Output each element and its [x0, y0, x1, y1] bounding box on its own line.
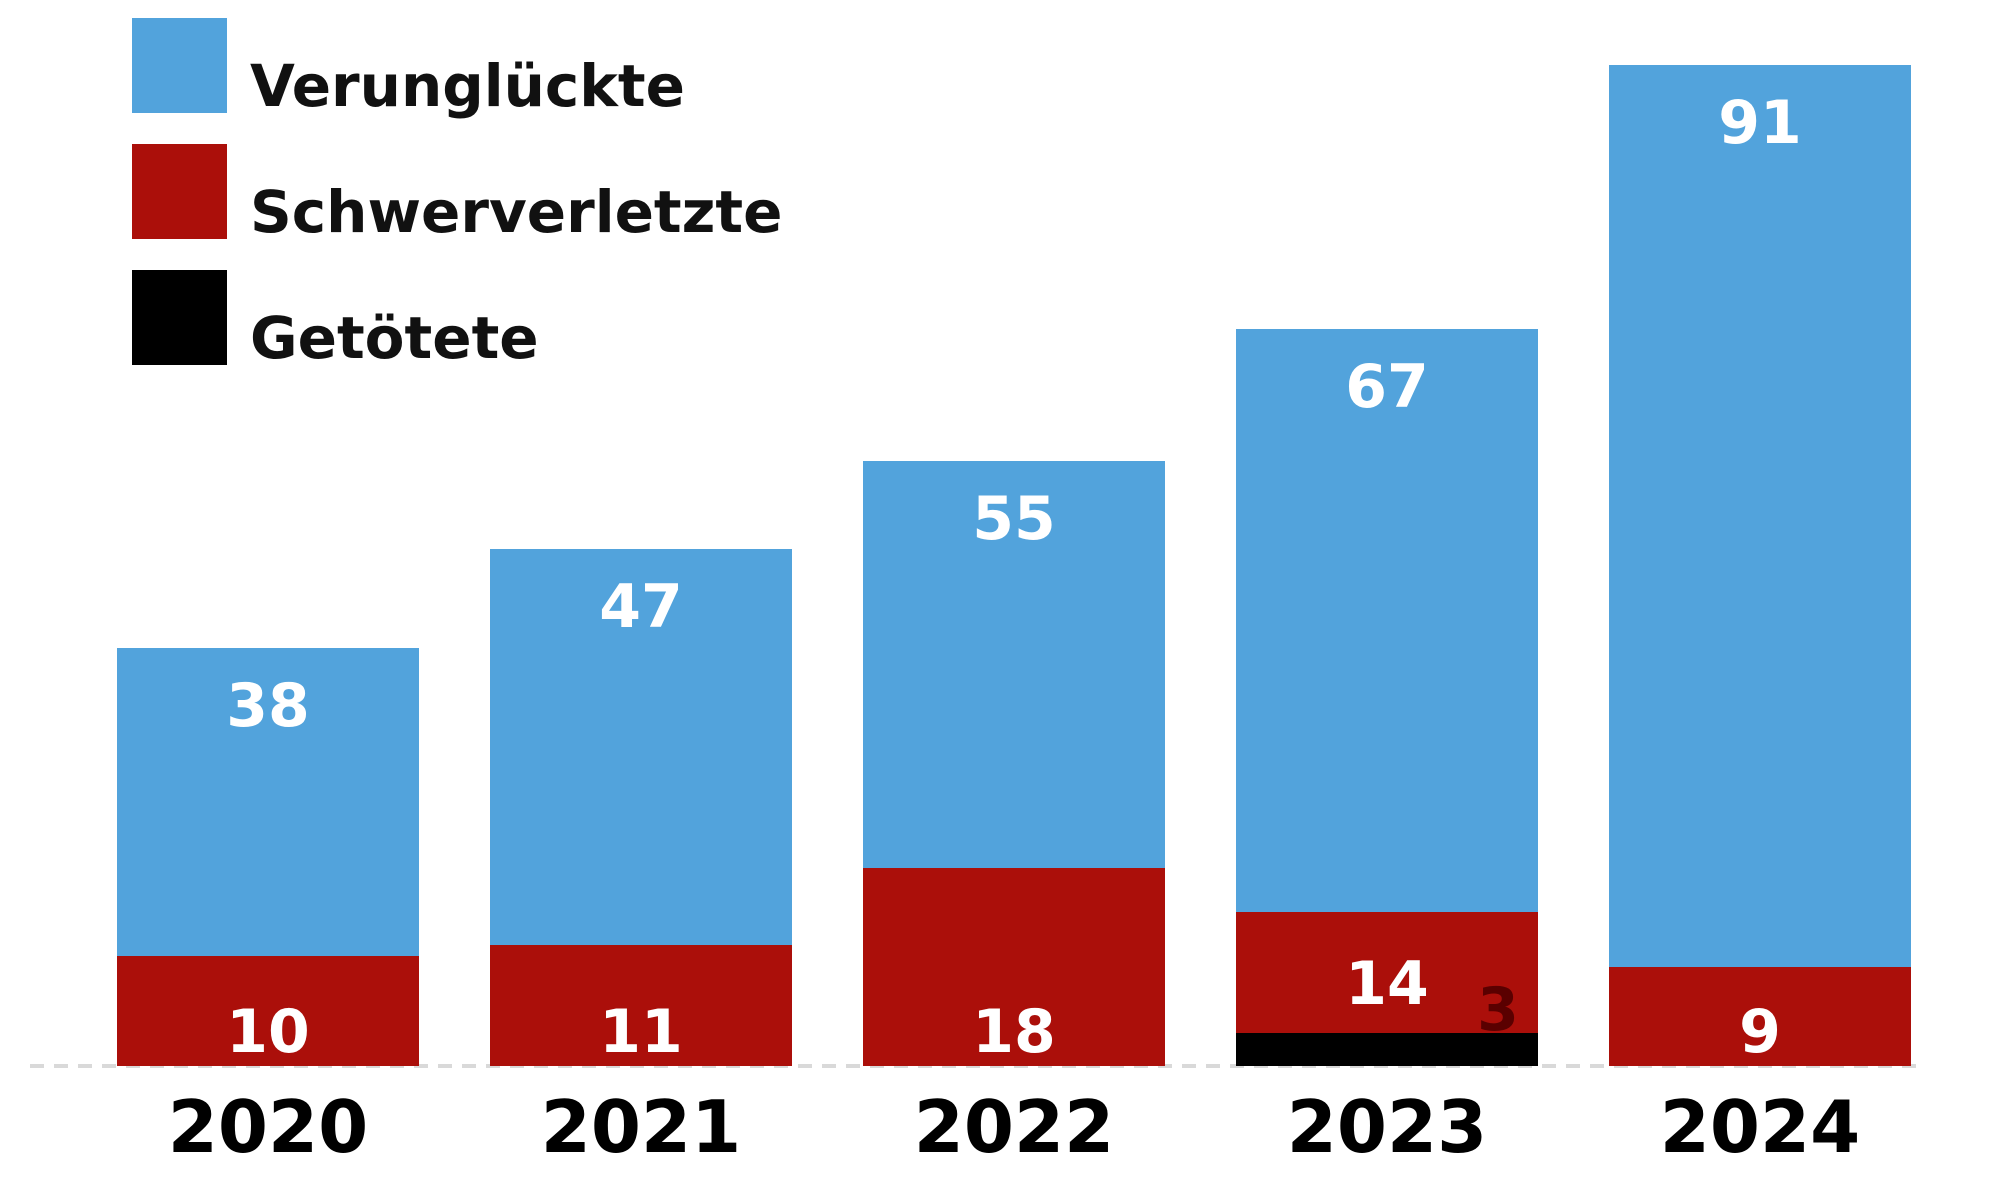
data-label-verunglueckte-2023: 67 — [1345, 352, 1429, 422]
bars — [117, 65, 1911, 1066]
legend-swatch-schwerverletzte — [132, 144, 227, 239]
legend-label-getoetete: Getötete — [250, 304, 539, 372]
bar-schwerverletzte-2020 — [117, 956, 419, 1066]
data-label-schwerverletzte-2024: 9 — [1739, 997, 1781, 1067]
x-tick-label-2023: 2023 — [1287, 1085, 1487, 1169]
data-label-schwerverletzte-2023: 14 — [1345, 949, 1429, 1019]
x-tick-label-2024: 2024 — [1660, 1085, 1860, 1169]
data-label-schwerverletzte-2021: 11 — [599, 997, 683, 1067]
x-tick-label-2021: 2021 — [541, 1085, 741, 1169]
x-tick-label-2020: 2020 — [168, 1085, 368, 1169]
data-label-schwerverletzte-2022: 18 — [972, 997, 1056, 1067]
data-label-getoetete-2023: 3 — [1477, 975, 1519, 1045]
bar-verunglueckte-2024 — [1609, 65, 1911, 1066]
legend-label-schwerverletzte: Schwerverletzte — [250, 178, 782, 246]
legend-swatch-verunglueckte — [132, 18, 227, 113]
data-label-schwerverletzte-2020: 10 — [226, 997, 310, 1067]
x-tick-label-2022: 2022 — [914, 1085, 1114, 1169]
data-label-verunglueckte-2020: 38 — [226, 671, 310, 741]
data-label-verunglueckte-2022: 55 — [972, 484, 1056, 554]
bar-getoetete-2023 — [1236, 1033, 1538, 1066]
value-labels: 38 10 47 11 55 18 67 14 3 91 9 — [226, 88, 1802, 1067]
legend: Verunglückte Schwerverletzte Getötete — [132, 18, 782, 372]
bar-schwerverletzte-2021 — [490, 945, 792, 1066]
x-axis-tick-labels: 2020 2021 2022 2023 2024 — [168, 1085, 1860, 1169]
data-label-verunglueckte-2021: 47 — [599, 572, 683, 642]
data-label-verunglueckte-2024: 91 — [1718, 88, 1802, 158]
legend-swatch-getoetete — [132, 270, 227, 365]
bar-schwerverletzte-2022 — [863, 868, 1165, 1066]
bar-schwerverletzte-2024 — [1609, 967, 1911, 1066]
legend-label-verunglueckte: Verunglückte — [250, 52, 685, 120]
